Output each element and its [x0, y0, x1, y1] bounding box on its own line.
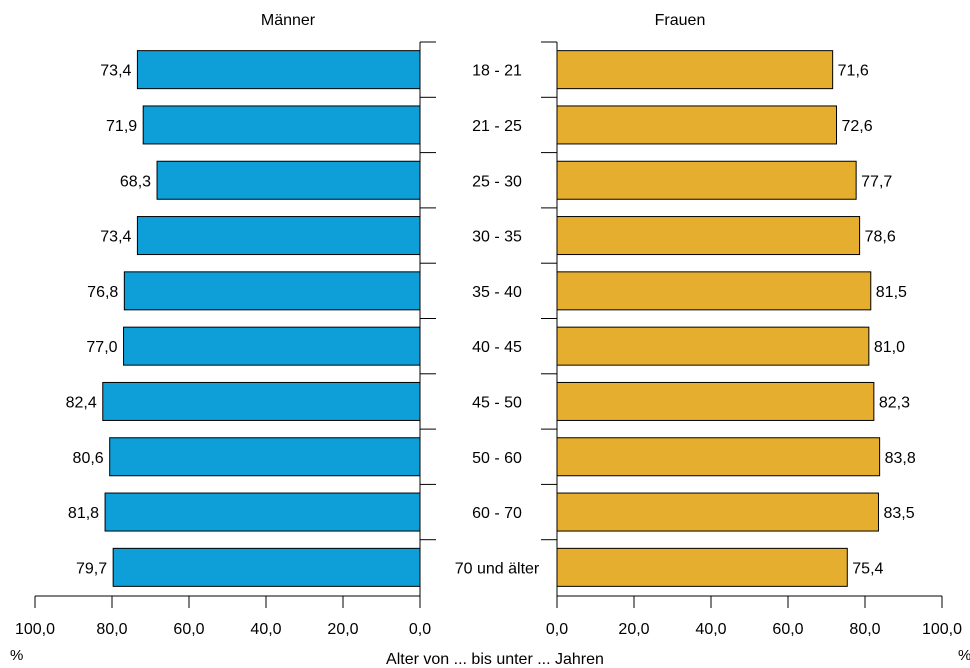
men-bar — [112, 547, 421, 587]
women-value-label: 77,7 — [861, 173, 892, 190]
age-category-label: 18 - 21 — [472, 63, 522, 80]
men-bar — [104, 492, 421, 532]
women-axis-tick-label: 0,0 — [546, 621, 568, 638]
age-category-label: 70 und älter — [455, 560, 540, 577]
age-category-label: 25 - 30 — [472, 173, 522, 190]
men-bar — [102, 381, 421, 421]
men-bar — [123, 326, 421, 366]
women-value-label: 78,6 — [865, 229, 896, 246]
age-category-label: 21 - 25 — [472, 118, 522, 135]
age-category-labels: 18 - 21 21 - 25 25 - 30 30 - 35 35 - 40 40 - … — [455, 63, 540, 578]
men-value-label: 73,4 — [100, 229, 131, 246]
men-axis-tick-label: 80,0 — [96, 621, 127, 638]
women-bar — [556, 437, 881, 477]
men-panel-title: Männer — [261, 12, 316, 29]
men-value-label: 68,3 — [120, 173, 151, 190]
women-panel-title: Frauen — [655, 12, 706, 29]
men-value-label: 79,7 — [76, 560, 107, 577]
x-axis-label: Alter von ... bis unter ... Jahren — [386, 651, 604, 668]
women-axis-tick-label: 80,0 — [849, 621, 880, 638]
women-axis-tick-label: 100,0 — [922, 621, 962, 638]
age-category-label: 60 - 70 — [472, 505, 522, 522]
women-value-label: 81,5 — [876, 284, 907, 301]
men-value-label: 80,6 — [73, 450, 104, 467]
men-value-label: 82,4 — [66, 394, 97, 411]
women-bar — [556, 381, 875, 421]
women-bar — [556, 326, 870, 366]
men-bar — [123, 271, 421, 311]
women-bar — [556, 216, 861, 256]
men-value-label: 81,8 — [68, 505, 99, 522]
women-bar — [556, 547, 848, 587]
age-category-label: 50 - 60 — [472, 450, 522, 467]
men-bar — [136, 216, 421, 256]
men-axis-tick-label: 100,0 — [15, 621, 55, 638]
men-bar — [142, 105, 421, 145]
men-value-label: 71,9 — [106, 118, 137, 135]
men-axis-tick-label: 40,0 — [250, 621, 281, 638]
women-value-label: 83,5 — [883, 505, 914, 522]
women-axis-tick-label: 20,0 — [618, 621, 649, 638]
women-value-label: 81,0 — [874, 339, 905, 356]
age-category-label: 35 - 40 — [472, 284, 522, 301]
men-axis-tick-label: 0,0 — [409, 621, 431, 638]
women-bars-group: 71,6 72,6 77,7 78,6 81,5 81,0 82,3 83,8 83,5 75,4 — [556, 50, 916, 587]
men-bar — [136, 50, 421, 90]
right-unit-label: % — [958, 647, 970, 664]
left-unit-label: % — [10, 647, 23, 664]
women-axis-tick-label: 40,0 — [695, 621, 726, 638]
women-value-label: 71,6 — [838, 63, 869, 80]
women-bar — [556, 271, 872, 311]
women-value-label: 82,3 — [879, 394, 910, 411]
men-bar — [109, 437, 421, 477]
men-axis-tick-label: 20,0 — [327, 621, 358, 638]
age-category-label: 45 - 50 — [472, 394, 522, 411]
men-bar — [156, 160, 421, 200]
age-category-label: 40 - 45 — [472, 339, 522, 356]
age-category-label: 30 - 35 — [472, 229, 522, 246]
women-value-label: 75,4 — [852, 560, 883, 577]
women-bar — [556, 50, 834, 90]
women-value-label: 72,6 — [842, 118, 873, 135]
men-value-label: 77,0 — [86, 339, 117, 356]
women-bar — [556, 160, 857, 200]
men-value-label: 76,8 — [87, 284, 118, 301]
men-value-label: 73,4 — [100, 63, 131, 80]
women-value-label: 83,8 — [885, 450, 916, 467]
women-axis-tick-label: 60,0 — [772, 621, 803, 638]
men-axis-tick-label: 60,0 — [173, 621, 204, 638]
men-bars-group: 73,4 71,9 68,3 73,4 76,8 77,0 82,4 80,6 81,8 79,7 — [66, 50, 421, 587]
women-bar — [556, 105, 838, 145]
axes-group: 100,0 80,0 60,0 40,0 20,0 0,0 0,0 20,0 40,0 60,0 8… — [15, 41, 962, 638]
women-bar — [556, 492, 879, 532]
